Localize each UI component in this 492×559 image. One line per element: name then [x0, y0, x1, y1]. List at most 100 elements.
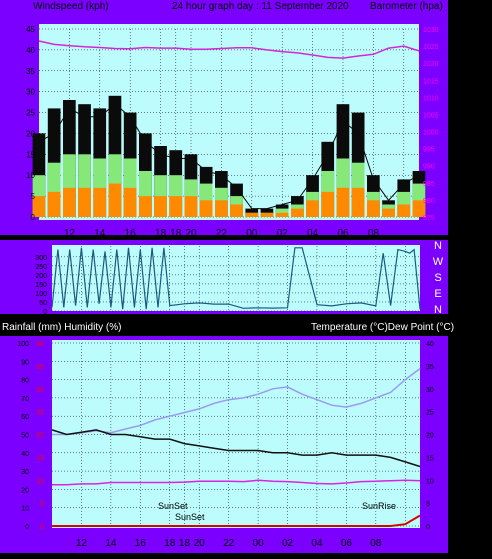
barometer-tick-label: 975	[423, 215, 435, 222]
windspeed-tick-label: 15	[26, 150, 35, 159]
direction-tick-label: 150	[35, 282, 47, 289]
wind-avg-bar	[230, 204, 243, 217]
barometer-tick-label: 995	[423, 147, 435, 154]
x-tick-label: 12	[76, 538, 88, 549]
temp-dewpoint-axis-title: Temperature (°C)Dew Point (°C)	[311, 322, 454, 333]
x-tick-label: 00	[253, 538, 265, 549]
sunset-label-1: SunSet	[158, 501, 188, 511]
x-tick-label: 14	[94, 228, 106, 239]
x-tick-label: 18	[164, 538, 176, 549]
direction-label: N	[434, 240, 442, 252]
windspeed-tick-label: 10	[26, 171, 35, 180]
x-tick-label: 04	[311, 538, 323, 549]
direction-tick-label: 200	[35, 273, 47, 280]
x-tick-label: 16	[125, 228, 137, 239]
sunrise-label: SunRise	[362, 501, 396, 511]
windspeed-tick-label: 45	[26, 25, 35, 34]
humidity-tick-label: 10	[21, 506, 29, 513]
wind-avg-bar	[306, 200, 319, 217]
x-tick-label: 04	[307, 228, 319, 239]
humidity-tick-label: 30	[21, 469, 29, 476]
x-tick-label: 20	[185, 228, 197, 239]
wind-direction-line	[51, 247, 421, 310]
wind-avg-bar	[184, 196, 198, 217]
wind-avg-bar	[63, 187, 76, 217]
rainfall-tick-label: 35	[36, 364, 44, 371]
wind-avg-bar	[47, 191, 61, 217]
windspeed-tick-label: 25	[26, 109, 35, 118]
wind-avg-bar	[123, 187, 137, 217]
rainfall-tick-label: 30	[36, 387, 44, 394]
humidity-tick-label: 50	[21, 433, 29, 440]
temperature-tick-label: 15	[426, 455, 434, 462]
x-tick-label: 20	[194, 538, 206, 549]
wind-avg-bar	[351, 187, 365, 217]
temperature-tick-label: 10	[426, 478, 434, 485]
temperature-tick-label: 30	[426, 387, 434, 394]
wind-avg-bar	[32, 196, 46, 217]
wind-avg-bar	[336, 187, 350, 217]
wind-avg-bar	[275, 212, 289, 217]
windspeed-tick-label: 35	[26, 67, 35, 76]
barometer-tick-label: 1005	[423, 112, 439, 119]
barometer-tick-label: 1000	[423, 130, 439, 137]
temperature-tick-label: 20	[426, 433, 434, 440]
direction-label: W	[433, 256, 444, 268]
chart-date-title: 24 hour graph day : 11 September 2020	[172, 1, 349, 12]
wind-avg-bar	[215, 200, 228, 217]
direction-label: N	[434, 304, 442, 316]
x-tick-label: 14	[105, 538, 117, 549]
windspeed-tick-label: 40	[26, 46, 35, 55]
temperature-tick-label: 5	[426, 501, 430, 508]
barometer-axis-title: Barometer (hpa)	[370, 1, 443, 12]
x-tick-label: 06	[341, 538, 353, 549]
wind-avg-bar	[78, 187, 91, 217]
windspeed-tick-label: 30	[26, 88, 35, 97]
x-tick-label: 22	[223, 538, 235, 549]
direction-tick-label: 0	[43, 309, 47, 316]
windspeed-tick-label: 5	[31, 192, 36, 201]
humidity-tick-label: 80	[21, 378, 29, 385]
wind-avg-bar	[382, 208, 395, 217]
wind-avg-bar	[139, 196, 152, 217]
windspeed-tick-label: 0	[31, 213, 36, 222]
wind-avg-bar	[169, 196, 183, 217]
x-tick-label: 18	[155, 228, 167, 239]
barometer-tick-label: 1015	[423, 78, 439, 85]
barometer-tick-label: 980	[423, 198, 435, 205]
windspeed-axis-title: Windspeed (kph)	[33, 1, 109, 12]
temperature-tick-label: 40	[426, 341, 434, 348]
wind-avg-bar	[108, 183, 122, 217]
wind-avg-bar	[291, 208, 304, 217]
barometer-line	[38, 40, 420, 59]
x-tick-label: 16	[135, 538, 147, 549]
barometer-tick-label: 1010	[423, 95, 439, 102]
wind-avg-bar	[245, 212, 259, 217]
humidity-tick-label: 40	[21, 451, 29, 458]
barometer-tick-label: 1020	[423, 61, 439, 68]
x-tick-label: 22	[216, 228, 228, 239]
barometer-tick-label: 1030	[423, 27, 439, 34]
x-tick-label: 00	[246, 228, 258, 239]
x-tick-label: 08	[370, 538, 382, 549]
humidity-line	[52, 367, 421, 436]
barometer-tick-label: 985	[423, 181, 435, 188]
wind-avg-bar	[397, 204, 411, 217]
wind-avg-bar	[321, 191, 335, 217]
wind-avg-bar	[154, 196, 167, 217]
rainfall-tick-label: 25	[36, 410, 44, 417]
rainfall-tick-label: 0	[40, 524, 44, 531]
direction-label: S	[434, 272, 441, 284]
wind-avg-bar	[93, 187, 107, 217]
wind-avg-bar	[260, 212, 274, 217]
humidity-tick-label: 0	[25, 524, 29, 531]
rainfall-tick-label: 5	[40, 501, 44, 508]
temperature-tick-label: 0	[426, 524, 430, 531]
x-tick-label: 18	[179, 538, 191, 549]
direction-tick-label: 250	[35, 264, 47, 271]
barometer-tick-label: 990	[423, 164, 435, 171]
humidity-tick-label: 90	[21, 359, 29, 366]
rainfall-tick-label: 20	[36, 433, 44, 440]
dew-point-line	[52, 479, 421, 486]
